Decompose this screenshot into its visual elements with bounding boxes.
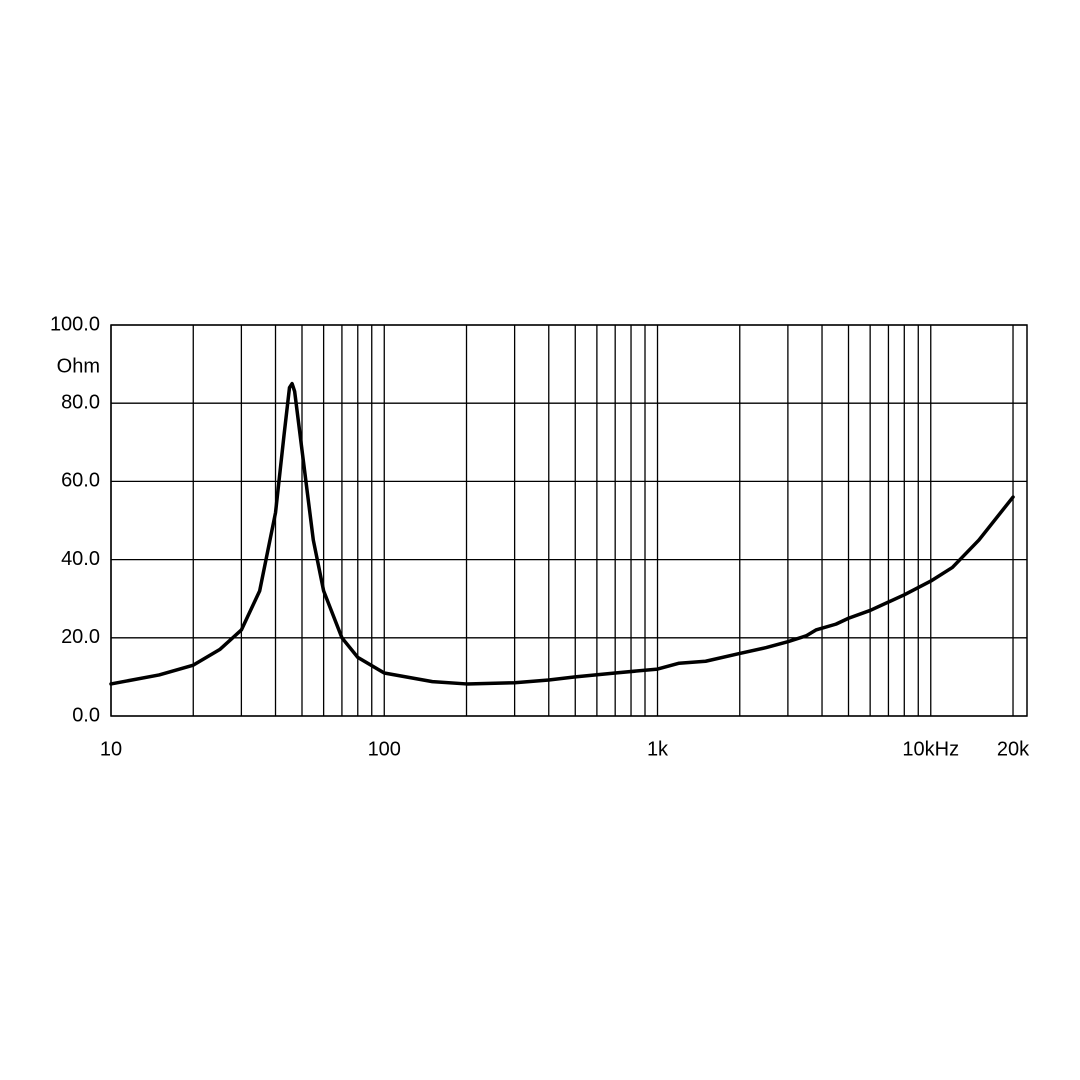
y-tick-label: 0.0 bbox=[72, 704, 100, 726]
plot-frame bbox=[110, 324, 1028, 717]
x-tick-label: 1k bbox=[647, 738, 669, 760]
y-tick-label: 80.0 bbox=[61, 391, 100, 413]
y-tick-label: 40.0 bbox=[61, 548, 100, 570]
y-tick-label: 20.0 bbox=[61, 626, 100, 648]
impedance-line bbox=[109, 381, 1015, 686]
x-tick-label: 10kHz bbox=[902, 738, 959, 760]
x-tick-label: 20k bbox=[997, 738, 1030, 760]
y-axis-label: Ohm bbox=[57, 355, 100, 377]
y-tick-label: 60.0 bbox=[61, 470, 100, 492]
y-tick-label: 100.0 bbox=[50, 313, 100, 335]
x-tick-label: 100 bbox=[368, 738, 401, 760]
x-tick-label: 10 bbox=[100, 738, 122, 760]
